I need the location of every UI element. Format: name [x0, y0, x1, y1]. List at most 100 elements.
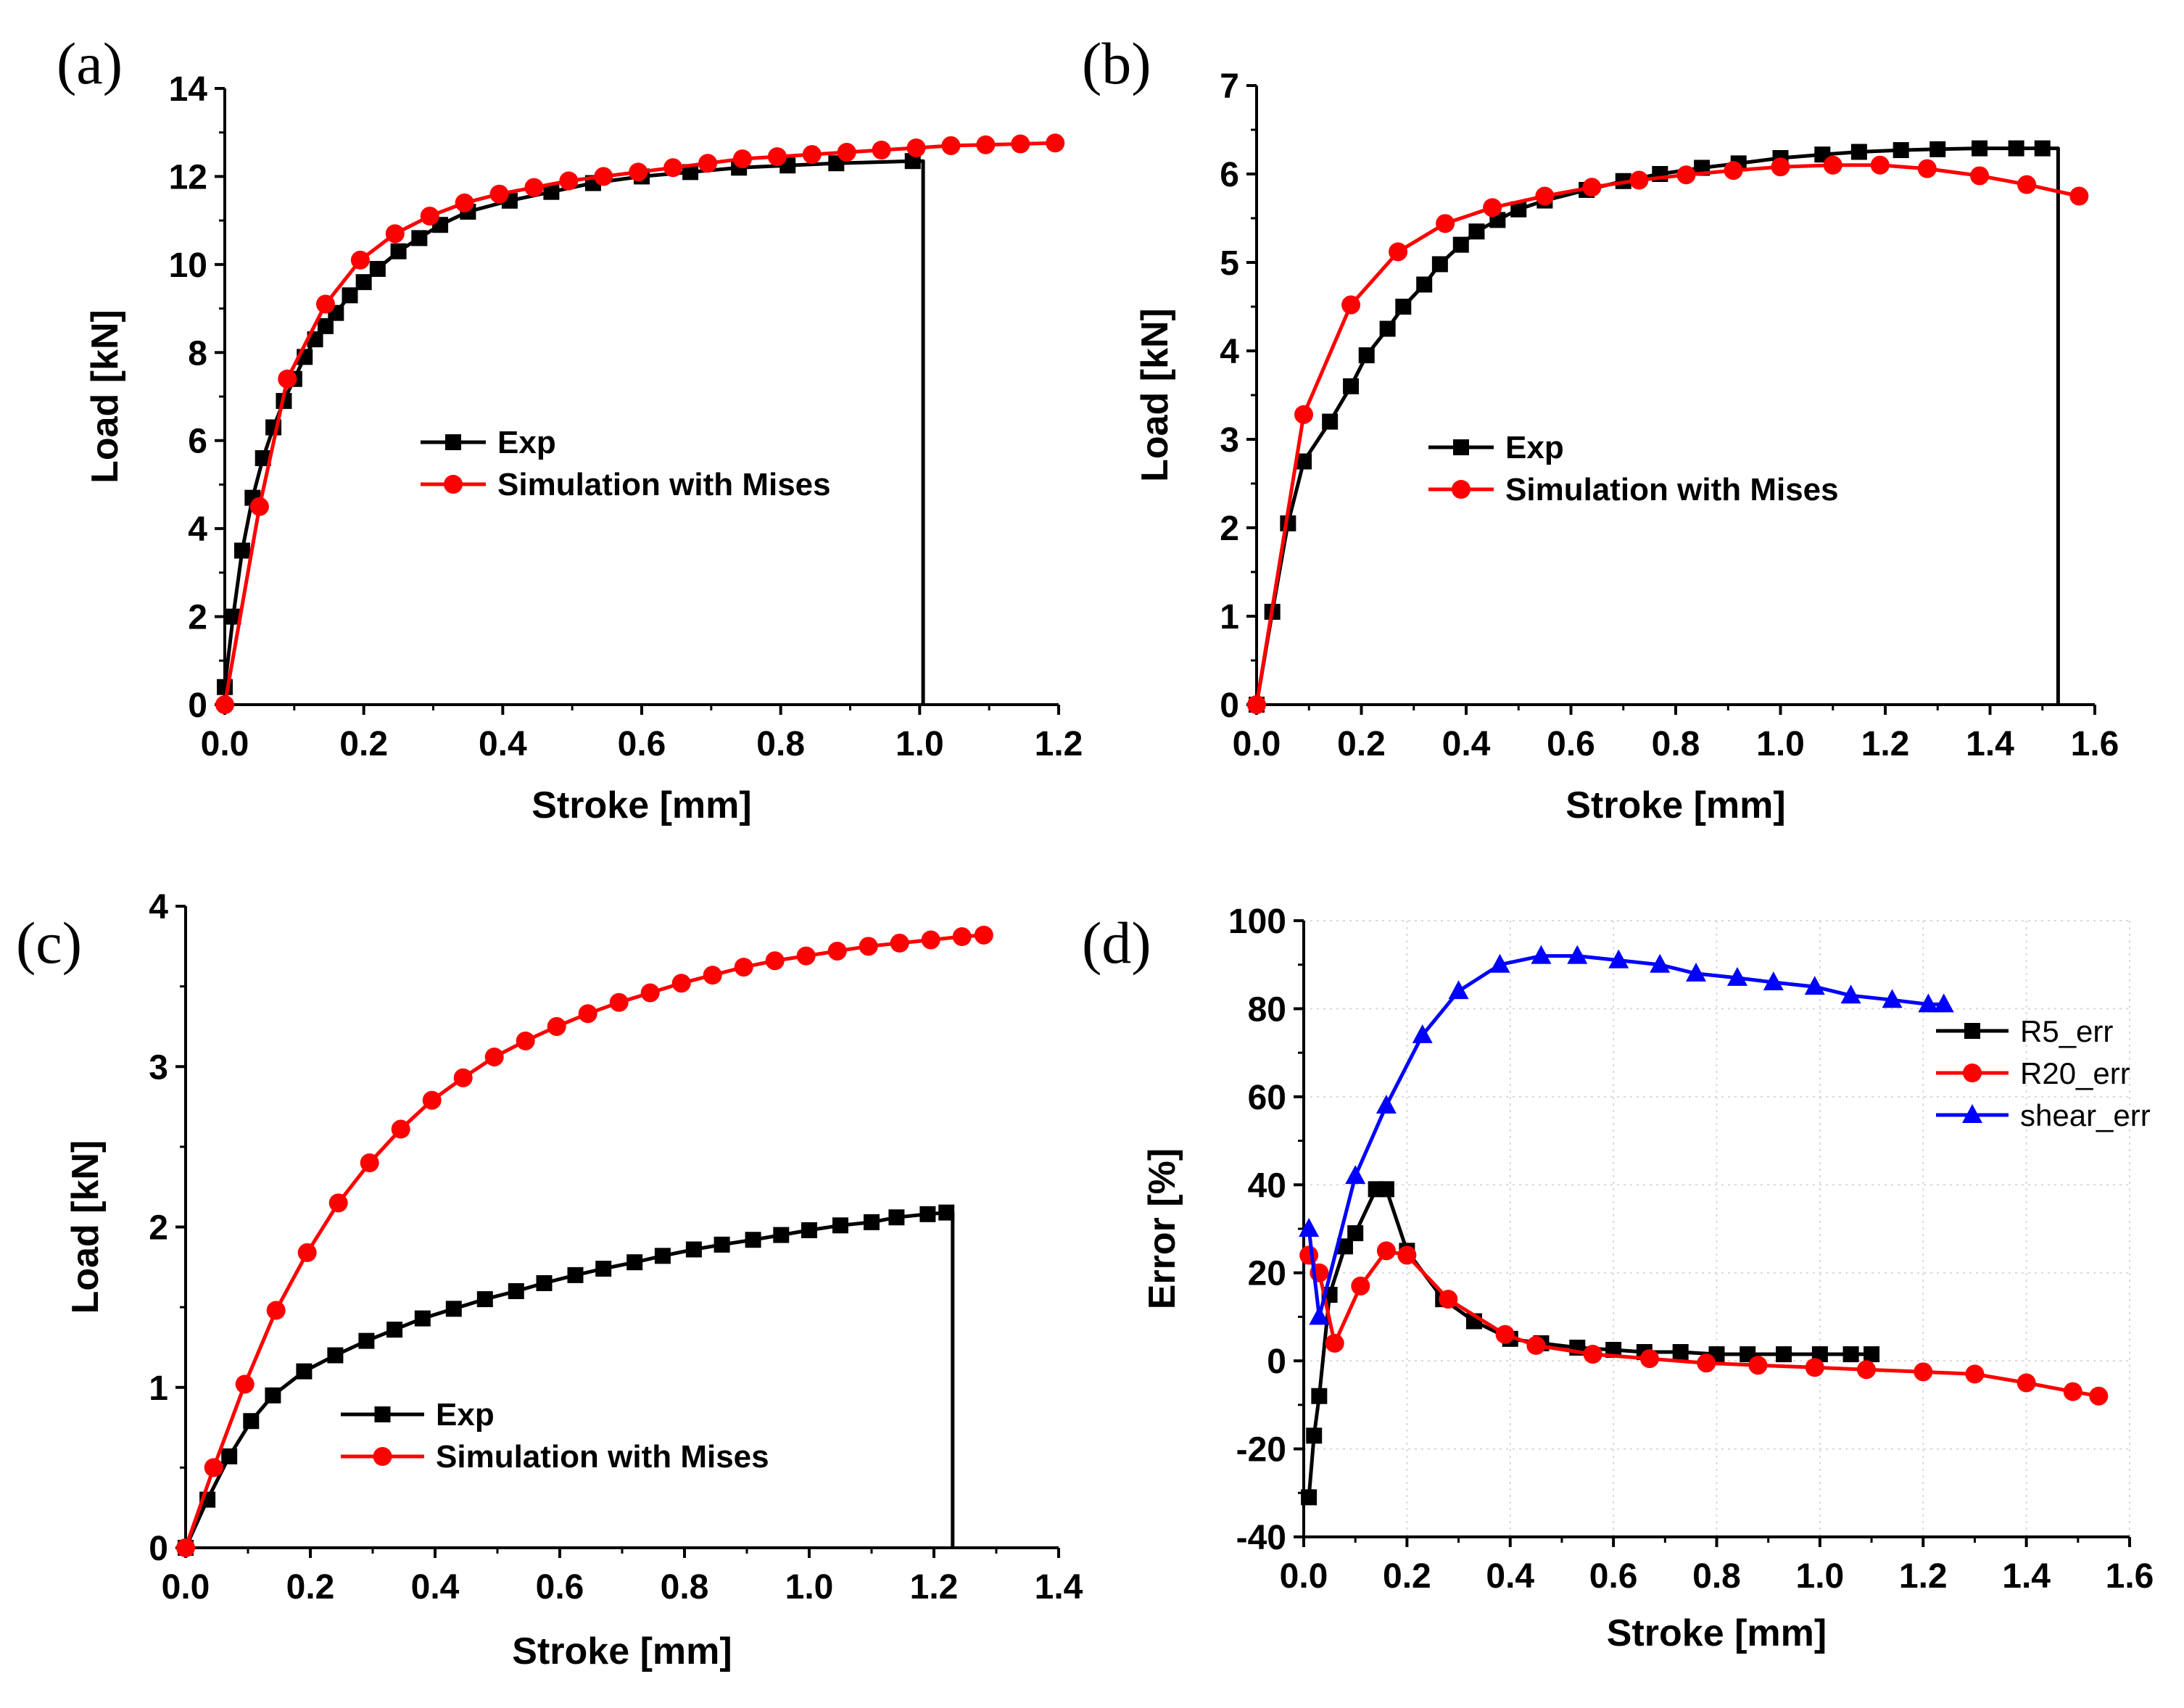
data-point [297, 1243, 317, 1262]
data-point [1870, 155, 1890, 175]
legend-marker [1453, 439, 1469, 455]
x-tick-label: 0.6 [1547, 725, 1595, 763]
data-point [1322, 413, 1339, 430]
legend-marker [1962, 1104, 1982, 1123]
y-tick-label: 4 [149, 888, 168, 926]
data-point [578, 1004, 597, 1024]
x-tick-label: 0.8 [1692, 1557, 1741, 1596]
y-tick-label: 0 [188, 687, 207, 725]
data-point [1535, 186, 1555, 206]
y-tick-label: 100 [1228, 903, 1286, 941]
x-tick-label: 1.0 [785, 1568, 834, 1607]
x-tick-label: 0.0 [162, 1568, 210, 1607]
y-tick-label: 2 [188, 599, 207, 637]
x-tick-label: 1.4 [1966, 725, 2014, 763]
data-point [713, 1236, 730, 1253]
data-point [1726, 966, 1747, 986]
data-point [386, 1322, 403, 1338]
data-point [1412, 1024, 1433, 1043]
y-axis-title: Load [kN] [1134, 308, 1176, 482]
data-point [919, 1206, 936, 1222]
data-point [1531, 945, 1552, 964]
x-axis-title: Stroke [mm] [1565, 784, 1785, 826]
y-tick-label: 14 [169, 70, 208, 109]
data-point [594, 167, 613, 186]
data-point [1933, 993, 1954, 1013]
panel-label: (c) [16, 910, 82, 976]
series-line [223, 141, 1056, 705]
data-point [1247, 695, 1266, 714]
data-point [1583, 1345, 1602, 1364]
series-simulation-with-mises [1247, 155, 2089, 714]
x-tick-label: 0.6 [536, 1568, 584, 1607]
data-point [445, 1301, 462, 1317]
data-point [890, 933, 909, 953]
x-tick-label: 0.4 [411, 1568, 460, 1607]
series-line [1307, 1187, 1872, 1498]
data-point [2034, 140, 2051, 157]
data-point [921, 930, 940, 950]
y-tick-label: 2 [1220, 510, 1239, 548]
data-point [1299, 1245, 1319, 1265]
data-point [508, 1283, 524, 1299]
data-point [233, 542, 250, 559]
data-point [1439, 1290, 1458, 1309]
chart-panel-2: (b) 0.0 0.2 0.4 0.6 0.8 1.0 1.2 1.4 1.6 0 1 2 3 4 5 6 7 St… [1082, 30, 2119, 826]
data-point [1771, 157, 1790, 177]
data-point [1378, 1181, 1394, 1198]
x-tick-label: 0.2 [286, 1568, 335, 1607]
y-tick-label: 10 [169, 246, 207, 285]
data-point [327, 1347, 344, 1364]
data-point [1046, 133, 1065, 153]
legend-label: Exp [1505, 430, 1564, 465]
data-point [685, 1241, 702, 1258]
data-point [859, 937, 878, 956]
data-point [1483, 198, 1502, 217]
data-point [2017, 1373, 2036, 1393]
x-tick-label: 0.4 [1442, 725, 1491, 763]
data-point [1804, 976, 1825, 995]
data-point [516, 1031, 535, 1050]
data-point [938, 1204, 955, 1221]
data-point [828, 155, 845, 172]
data-point [328, 1193, 348, 1213]
y-tick-label: -20 [1236, 1431, 1286, 1469]
data-point [1495, 1324, 1515, 1344]
data-point [663, 158, 683, 178]
y-tick-label: 3 [149, 1048, 168, 1087]
data-point [420, 207, 439, 226]
legend-marker [1452, 480, 1471, 499]
y-axis-title: Load [kN] [84, 310, 126, 484]
data-point [1582, 178, 1602, 197]
legend-label: shear_err [2020, 1098, 2151, 1132]
data-point [1397, 1245, 1417, 1265]
data-point [1468, 223, 1485, 240]
legend: Exp Simulation with Mises [421, 425, 831, 502]
data-point [1970, 166, 1990, 186]
data-point [255, 450, 271, 466]
data-point [827, 941, 847, 961]
data-point [976, 135, 996, 154]
data-point [941, 136, 961, 155]
data-point [1650, 953, 1671, 973]
data-point [1608, 949, 1629, 969]
data-point [1697, 1353, 1716, 1373]
legend-marker [374, 1406, 391, 1422]
y-tick-label: 7 [1220, 67, 1239, 106]
panel-label: (a) [57, 30, 123, 96]
data-point [225, 608, 241, 625]
chart-panel-4: (d) 0.0 0.2 0.4 0.6 0.8 1.0 1.2 1.4 1.6 -40 -20 0 20 4… [1082, 903, 2154, 1654]
legend-marker [445, 434, 461, 450]
data-point [559, 171, 579, 191]
legend-label: R5_err [2020, 1014, 2113, 1048]
data-point [1724, 161, 1743, 181]
data-point [1395, 299, 1412, 315]
data-point [1882, 989, 1903, 1008]
legend-marker [1964, 1023, 1980, 1039]
data-point [1309, 1306, 1330, 1325]
legend-label: R20_err [2020, 1056, 2130, 1090]
data-point [489, 184, 509, 204]
data-point [1850, 144, 1867, 160]
y-axis-title: Load [kN] [65, 1140, 107, 1314]
data-point [640, 983, 660, 1003]
